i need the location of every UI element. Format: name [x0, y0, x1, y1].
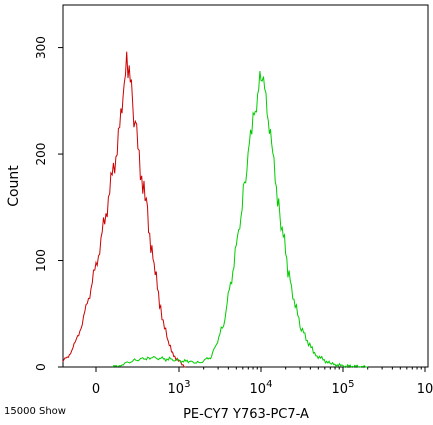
x-tick-label: 105	[332, 379, 355, 397]
x-tick-label: 0	[92, 382, 100, 397]
x-axis-label: PE-CY7 Y763-PC7-A	[183, 407, 309, 422]
y-axis: 0 100 200 300	[34, 36, 63, 371]
series-layer	[62, 51, 368, 368]
x-tick-label: 10	[417, 382, 433, 397]
footer-note: 15000 Show	[4, 406, 66, 417]
x-axis: 0 103 104 105 10	[92, 367, 433, 397]
y-tick-label: 100	[34, 249, 48, 272]
plot-frame	[62, 4, 429, 368]
y-tick-label: 0	[34, 363, 48, 371]
y-tick-label: 200	[34, 143, 48, 166]
x-tick-label: 103	[168, 379, 191, 397]
x-tick-label: 104	[250, 379, 273, 397]
series-line	[112, 70, 368, 368]
series-line	[62, 51, 186, 368]
y-axis-label: Count	[6, 165, 22, 207]
y-tick-label: 300	[34, 36, 48, 59]
